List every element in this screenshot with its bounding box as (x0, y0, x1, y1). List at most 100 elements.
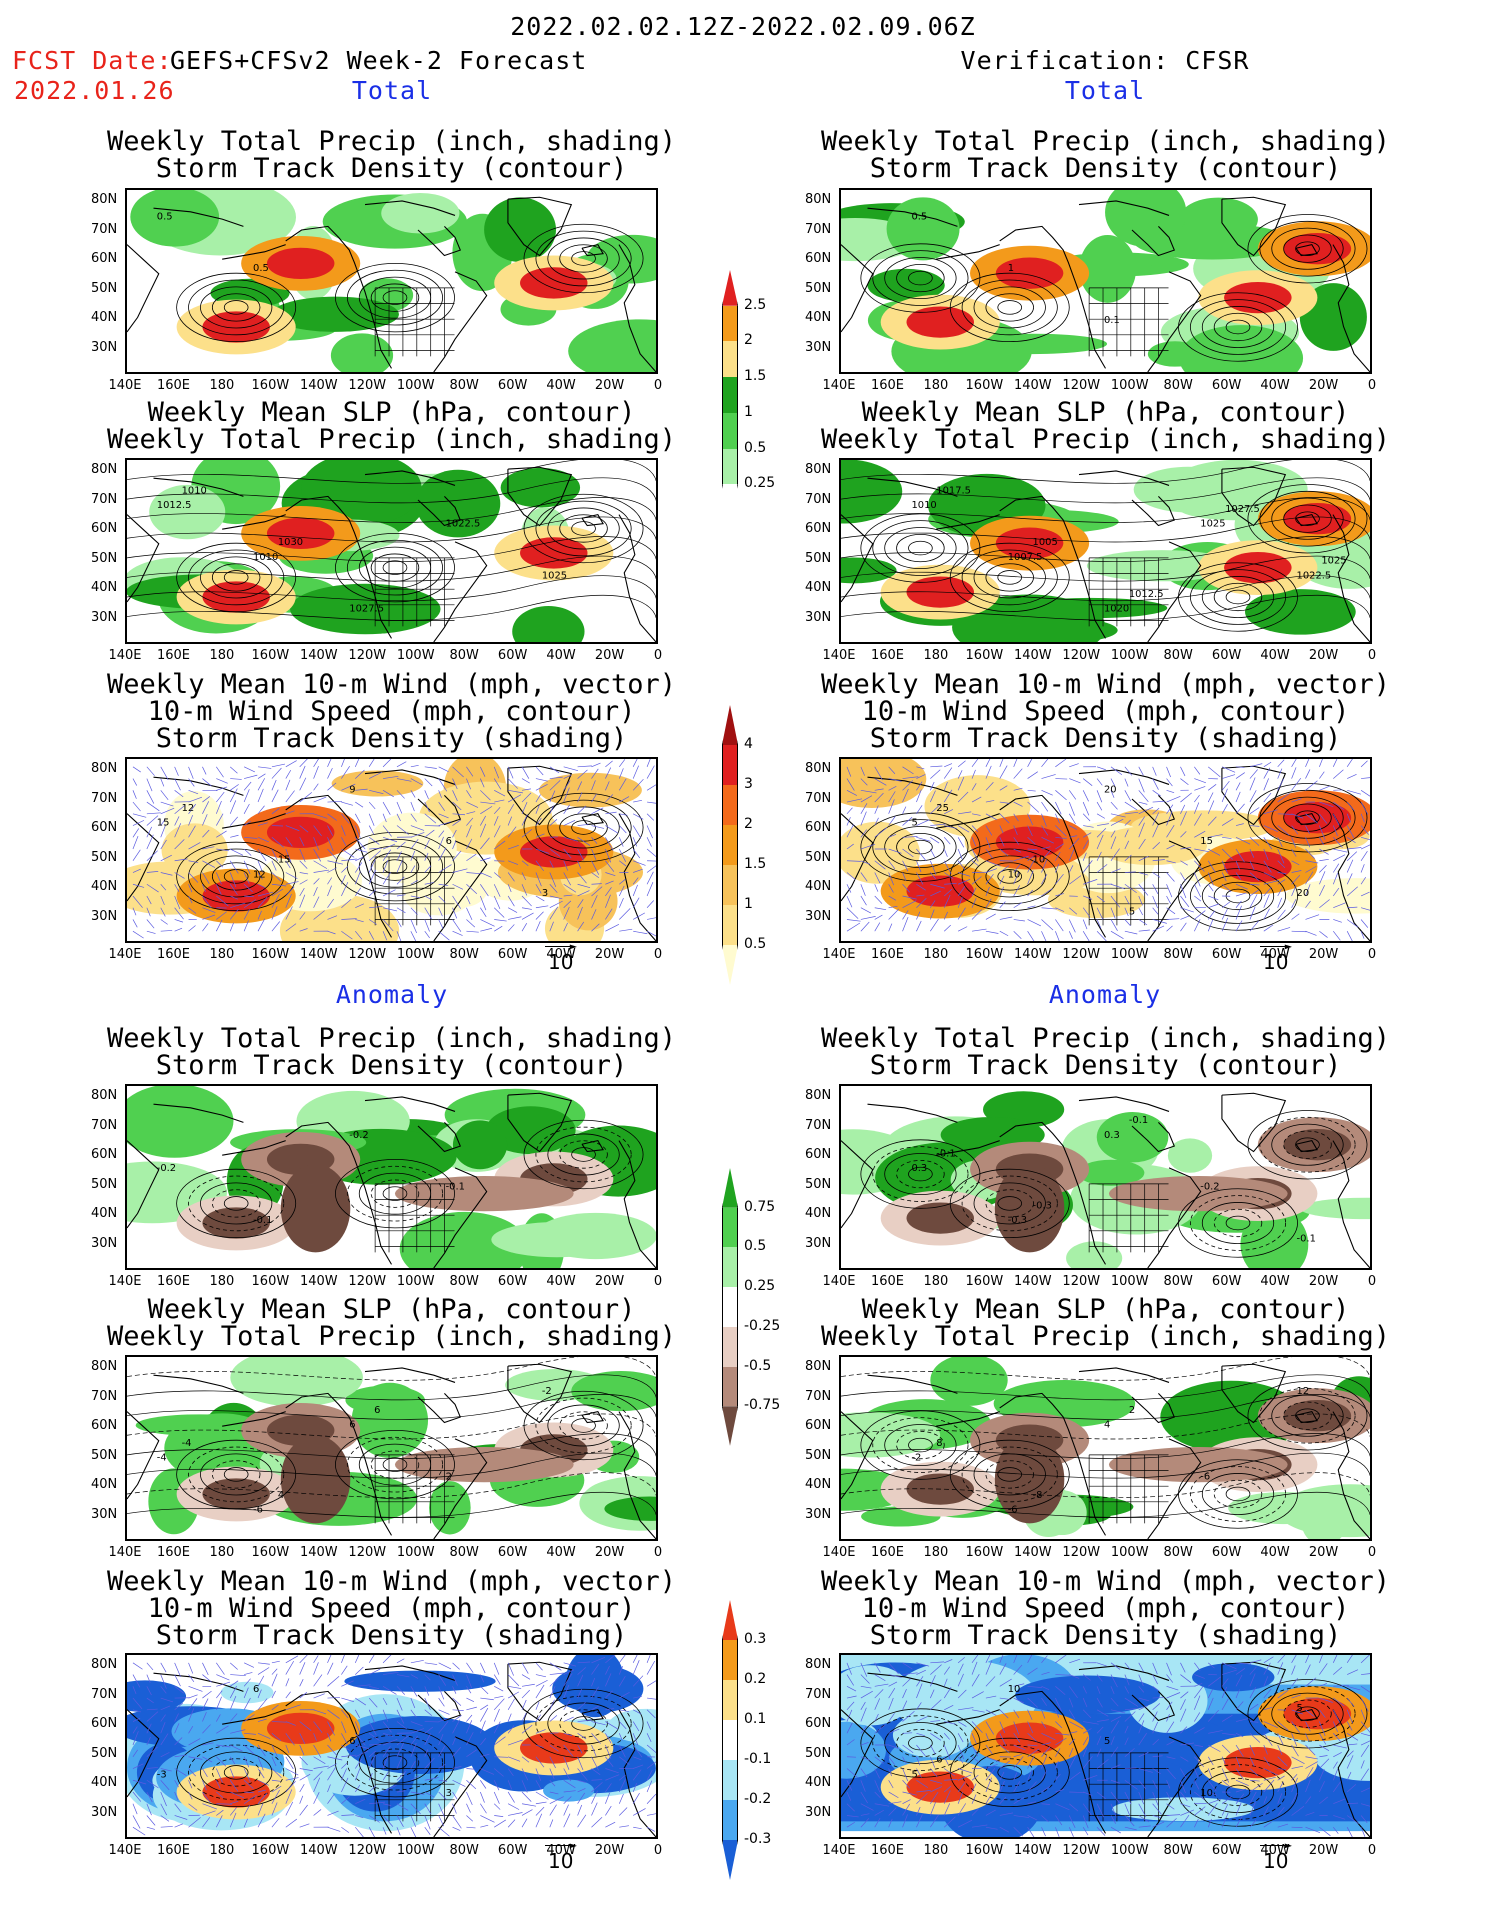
lat-tick-label: 60N (91, 521, 118, 536)
lat-tick-label: 70N (91, 1388, 118, 1404)
contour-label: 1 (1008, 263, 1014, 274)
lat-tick-label: 80N (805, 192, 832, 207)
lon-tick-label: 40W (546, 1843, 576, 1858)
lon-tick-label: 20W (594, 378, 625, 393)
lat-tick-label: 60N (91, 1716, 118, 1731)
lon-tick-label: 140W (299, 1843, 338, 1858)
panel-title-line: Weekly Mean SLP (hPa, contour) (861, 1294, 1350, 1325)
lon-tick-label: 100W (1110, 648, 1149, 663)
lat-tick-label: 40N (91, 580, 118, 595)
lat-tick-label: 80N (91, 761, 118, 776)
contour-label: 0.5 (253, 263, 269, 274)
colorbar-segment (722, 1207, 738, 1248)
lon-tick-label: 180 (209, 1843, 235, 1858)
contour-label: 1022.5 (1297, 570, 1332, 581)
colorbar-segment (722, 945, 738, 985)
lat-tick-label: 80N (805, 462, 832, 477)
lon-tick-label: 160W (251, 1545, 290, 1560)
lat-tick-label: 60N (805, 251, 832, 266)
panel-title-line: Weekly Total Precip (inch, shading) (107, 424, 676, 455)
panel-title-line: Weekly Mean SLP (hPa, contour) (147, 1294, 636, 1325)
lat-tick-label: 40N (91, 1206, 118, 1221)
lat-tick-label: 60N (91, 1418, 118, 1433)
contour-label: 6 (936, 1755, 942, 1766)
lon-tick-label: 0 (1367, 1843, 1377, 1858)
contour-label: -0.1 (936, 1149, 955, 1160)
lon-tick-label: 100W (396, 648, 435, 663)
lat-tick-label: 60N (805, 521, 832, 536)
contour-label: 4 (278, 1490, 284, 1501)
lat-tick-label: 70N (91, 1117, 118, 1133)
lon-tick-label: 160W (251, 1843, 290, 1858)
contour-label: 12 (182, 803, 195, 814)
colorbar-segment (722, 1168, 738, 1208)
lon-tick-label: 80W (1163, 378, 1193, 393)
panel-title-line: Weekly Mean 10-m Wind (mph, vector) (821, 1566, 1390, 1597)
panel-title-line: Weekly Total Precip (inch, shading) (821, 424, 1390, 455)
contour-label: 10 (1008, 869, 1021, 880)
panel-title-line: Weekly Mean 10-m Wind (mph, vector) (107, 669, 676, 700)
lat-tick-label: 50N (805, 1176, 832, 1192)
colorbar-segment (722, 1760, 738, 1800)
contour-label: 25 (936, 803, 949, 814)
panel-title-line: Weekly Total Precip (inch, shading) (821, 1321, 1390, 1352)
lon-tick-label: 100W (396, 947, 435, 962)
lat-tick-label: 80N (91, 1657, 118, 1672)
contour-label: -6 (1008, 1505, 1018, 1516)
lat-tick-label: 50N (805, 1447, 832, 1463)
colorbar-segment (722, 341, 738, 378)
contour-label: 6 (374, 1405, 380, 1416)
contour-label: 1020 (1104, 604, 1129, 615)
lon-tick-label: 60W (497, 1843, 528, 1858)
lon-tick-label: 160W (965, 378, 1004, 393)
lat-tick-label: 50N (91, 1176, 118, 1192)
lon-tick-label: 0 (1367, 1274, 1377, 1289)
lon-tick-label: 160E (870, 947, 904, 962)
contour-label: 12 (253, 869, 266, 880)
lon-tick-label: 140E (822, 1545, 856, 1560)
colorbar-label: 0.25 (744, 1278, 776, 1295)
lon-tick-label: 140E (822, 648, 856, 663)
lon-tick-label: 40W (546, 1545, 576, 1560)
contour-label: -3 (157, 1769, 167, 1780)
colorbar-segment (722, 705, 738, 745)
lon-tick-label: 140E (108, 1545, 142, 1560)
contour-label: 1005 (1033, 537, 1058, 548)
lat-tick-label: 40N (805, 1775, 832, 1790)
lat-tick-label: 80N (805, 761, 832, 776)
lon-tick-label: 180 (923, 378, 949, 393)
colorbar-segment (722, 785, 738, 825)
contour-label: -2 (542, 1386, 552, 1397)
lon-tick-label: 100W (396, 1274, 435, 1289)
panel-title-line: Weekly Total Precip (inch, shading) (107, 1023, 676, 1054)
lon-tick-label: 60W (1211, 648, 1242, 663)
lon-tick-label: 140E (108, 648, 142, 663)
lon-tick-label: 140W (299, 1545, 338, 1560)
lon-tick-label: 160E (156, 1545, 190, 1560)
lon-tick-label: 180 (923, 947, 949, 962)
panel-title-line: Weekly Mean 10-m Wind (mph, vector) (107, 1566, 676, 1597)
lat-tick-label: 30N (805, 1235, 832, 1251)
colorbar-segment (722, 448, 738, 485)
lat-tick-label: 80N (805, 1657, 832, 1672)
panel-title-line: Weekly Mean SLP (hPa, contour) (147, 397, 636, 428)
contour-label: 5 (911, 818, 917, 829)
contour-label: 1022.5 (446, 519, 481, 530)
lon-tick-label: 100W (396, 1843, 435, 1858)
lon-tick-label: 20W (1308, 1843, 1339, 1858)
lat-tick-label: 50N (91, 1447, 118, 1463)
lon-tick-label: 60W (1211, 1274, 1242, 1289)
lon-tick-label: 160E (156, 1274, 190, 1289)
contour-label: 8 (936, 1438, 942, 1449)
lon-tick-label: 140W (299, 1274, 338, 1289)
contour-label: 6 (349, 1420, 355, 1431)
map-canvas: -0.2 -0.1 -0.2 -0.1 (127, 1086, 656, 1268)
lat-tick-label: 60N (805, 1147, 832, 1162)
lat-tick-label: 80N (91, 462, 118, 477)
contour-label: 20 (1297, 888, 1310, 899)
colorbar-segment (722, 905, 738, 945)
lon-tick-label: 180 (923, 1545, 949, 1560)
lon-tick-label: 80W (449, 378, 479, 393)
contour-label: -0.1 (446, 1182, 465, 1193)
lon-tick-label: 160E (156, 648, 190, 663)
